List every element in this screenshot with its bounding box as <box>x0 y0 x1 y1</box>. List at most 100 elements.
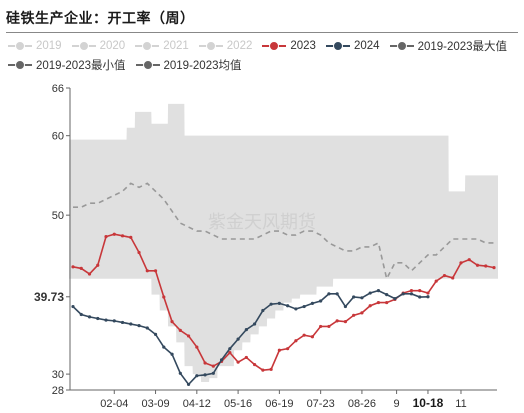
point-2024 <box>153 332 158 336</box>
point-2024 <box>393 297 397 301</box>
point-2023 <box>145 269 149 273</box>
chart-legend: 2019 2020 2021 2022 2023 2024 2019-2023最大值 201… <box>8 36 518 74</box>
point-2023 <box>244 355 248 360</box>
point-2024 <box>203 373 207 377</box>
point-2023 <box>294 339 298 343</box>
legend-label: 2022 <box>226 39 253 52</box>
watermark: 紫金天风期货 <box>208 212 316 232</box>
legend-item-2023[interactable]: 2023 <box>262 40 316 52</box>
point-2023 <box>467 258 471 262</box>
point-2024 <box>178 371 182 375</box>
point-2023 <box>96 263 100 267</box>
y-tick-label: 50 <box>52 210 64 222</box>
point-2024 <box>343 304 348 309</box>
point-2023 <box>120 234 125 238</box>
y-tick-label: 30 <box>52 369 64 381</box>
point-2024 <box>145 326 149 330</box>
point-2024 <box>368 291 372 295</box>
point-2023 <box>203 361 207 365</box>
min-max-band <box>69 103 498 383</box>
legend-marker-icon <box>262 40 287 52</box>
legend-label: 2021 <box>163 39 189 52</box>
point-2024 <box>186 382 191 387</box>
point-2024 <box>170 352 174 356</box>
point-2024 <box>104 318 108 322</box>
point-2024 <box>319 299 323 303</box>
point-2023 <box>434 279 438 283</box>
legend-item-2021[interactable]: 2021 <box>135 40 189 52</box>
point-2023 <box>79 266 83 271</box>
point-2023 <box>261 368 265 372</box>
point-2023 <box>153 269 158 273</box>
point-2024 <box>302 304 306 309</box>
point-2024 <box>277 301 281 305</box>
legend-marker-icon <box>71 40 96 52</box>
point-2024 <box>219 358 224 362</box>
legend-item-2020[interactable]: 2020 <box>71 40 125 52</box>
point-2023 <box>385 300 389 305</box>
legend-label: 2019-2023最大值 <box>417 40 508 53</box>
point-2023 <box>170 320 174 324</box>
point-2024 <box>360 296 364 300</box>
x-tick-label: 02-04 <box>100 398 128 410</box>
x-tick-label: 07-23 <box>307 398 335 410</box>
legend-item-2019[interactable]: 2019 <box>8 40 62 52</box>
point-2024 <box>120 320 125 325</box>
x-tick-label: 04-12 <box>183 398 211 410</box>
point-2023 <box>343 320 348 324</box>
legend-item-2022[interactable]: 2022 <box>198 39 253 52</box>
point-2023 <box>253 362 257 367</box>
point-2023 <box>195 345 199 349</box>
legend-label: 2023 <box>290 39 316 52</box>
point-2023 <box>418 289 422 293</box>
point-2024 <box>129 322 133 326</box>
point-2023 <box>211 364 215 368</box>
point-2024 <box>352 295 356 299</box>
point-2023 <box>71 265 75 269</box>
point-2024 <box>228 347 232 351</box>
series-line-2023 <box>72 233 495 371</box>
series-line-2019-2023均值 <box>73 182 494 282</box>
legend-item-2019-2023均值[interactable]: 2019-2023均值 <box>135 57 242 73</box>
x-tick-label: 11 <box>455 398 466 410</box>
legend-item-2024[interactable]: 2024 <box>325 40 380 52</box>
point-2024 <box>253 322 257 326</box>
point-2023 <box>459 261 463 265</box>
point-2023 <box>186 334 191 338</box>
x-tick-label: 05-16 <box>224 398 252 410</box>
point-2023 <box>286 347 290 351</box>
point-2023 <box>228 351 232 355</box>
y-tick-label: 60 <box>52 131 64 143</box>
y-tick-label: 28 <box>52 385 64 397</box>
title-divider <box>6 32 518 33</box>
legend-item-2019-2023最大值[interactable]: 2019-2023最大值 <box>389 38 508 54</box>
point-2023 <box>409 289 414 293</box>
point-2024 <box>211 371 215 375</box>
point-2024 <box>236 337 240 341</box>
point-2023 <box>451 276 455 280</box>
point-2024 <box>261 308 265 313</box>
chart-title: 硅铁生产企业：开工率（周） <box>6 10 195 26</box>
x-tick-label: 03-09 <box>141 398 169 410</box>
legend-row: 2019-2023最小值 2019-2023均值 <box>8 55 518 74</box>
legend-label: 2019-2023均值 <box>163 59 242 72</box>
legend-row: 2019 2020 2021 2022 2023 2024 2019-2023最大值 <box>8 36 518 55</box>
point-2023 <box>442 273 447 278</box>
point-2023 <box>319 324 323 329</box>
point-2024 <box>79 312 83 317</box>
legend-label: 2019 <box>36 39 62 52</box>
point-2024 <box>137 324 141 328</box>
point-2023 <box>178 328 182 332</box>
point-2024 <box>385 293 389 297</box>
legend-item-2019-2023最小值[interactable]: 2019-2023最小值 <box>8 57 126 73</box>
point-2024 <box>294 307 298 311</box>
x-tick-label: 08-26 <box>348 398 376 410</box>
point-2024 <box>269 302 273 306</box>
point-2023 <box>129 235 133 240</box>
current-value-label: 39.73 <box>34 290 64 304</box>
point-2023 <box>137 250 141 255</box>
legend-marker-icon <box>198 40 223 52</box>
point-2023 <box>484 264 488 268</box>
point-2024 <box>96 316 100 321</box>
point-2024 <box>162 345 166 349</box>
